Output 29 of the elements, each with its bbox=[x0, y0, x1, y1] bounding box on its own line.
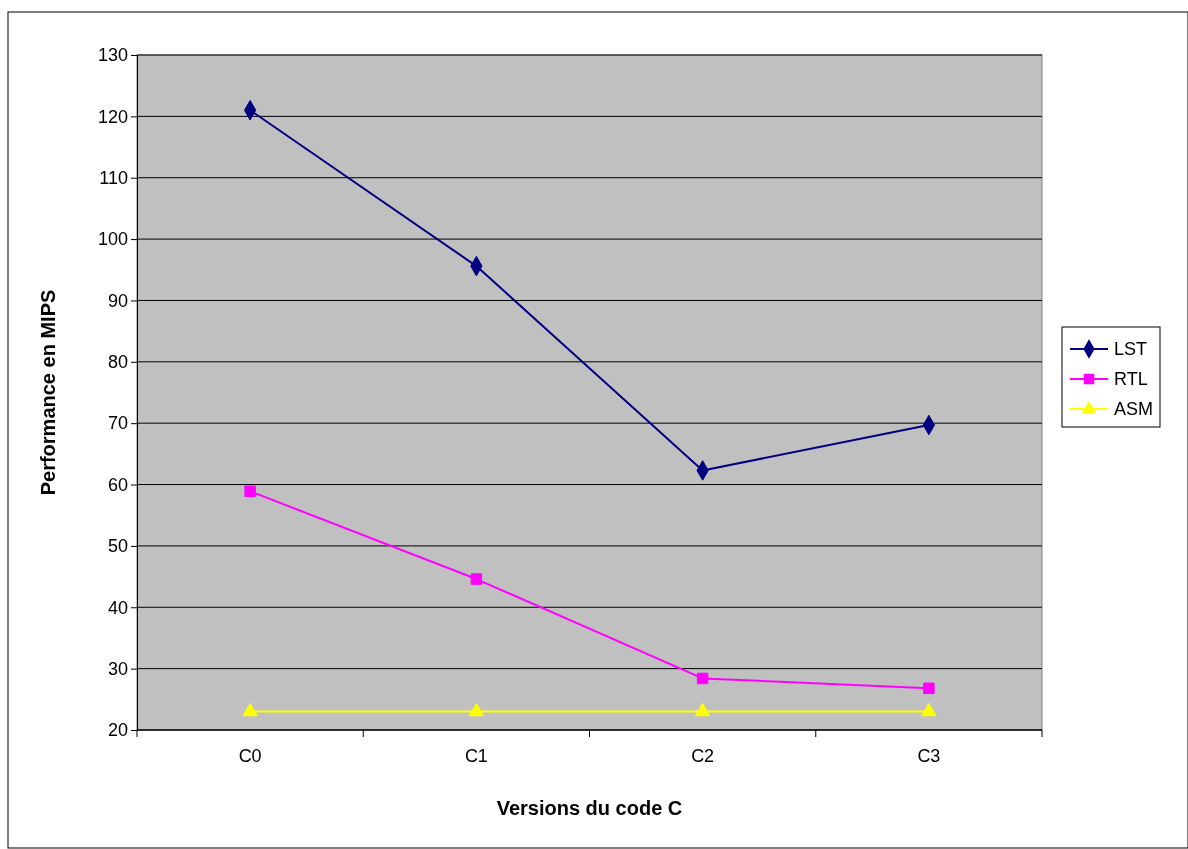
y-tick-label: 80 bbox=[107, 352, 128, 373]
x-tick-label: C0 bbox=[238, 745, 262, 766]
y-tick-label: 100 bbox=[97, 229, 128, 250]
y-tick-label: 90 bbox=[107, 290, 128, 311]
legend-label: LST bbox=[1114, 339, 1148, 359]
y-axis-title: Performance en MIPS bbox=[37, 289, 59, 496]
y-tick-label: 60 bbox=[107, 474, 128, 495]
x-tick-label: C3 bbox=[917, 745, 941, 766]
y-tick-label: 120 bbox=[97, 106, 128, 127]
y-tick-label: 20 bbox=[107, 720, 128, 741]
point bbox=[696, 672, 709, 685]
y-tick-label: 130 bbox=[97, 45, 128, 66]
y-tick-label: 40 bbox=[107, 597, 128, 618]
x-axis-title: Versions du code C bbox=[496, 797, 683, 819]
y-tick-label: 110 bbox=[99, 167, 128, 188]
y-tick-label: 50 bbox=[107, 536, 128, 557]
point bbox=[694, 702, 711, 717]
legend-label: RTL bbox=[1114, 369, 1148, 389]
point bbox=[242, 702, 258, 717]
point bbox=[923, 682, 935, 695]
x-tick-label: C2 bbox=[691, 745, 715, 766]
legend-label: ASM bbox=[1114, 399, 1154, 419]
y-tick-label: 30 bbox=[107, 658, 128, 679]
point bbox=[921, 702, 937, 717]
x-tick-label: C1 bbox=[464, 745, 488, 766]
y-tick-label: 70 bbox=[107, 413, 128, 434]
point bbox=[470, 573, 483, 585]
point bbox=[468, 702, 485, 717]
point bbox=[244, 485, 256, 498]
